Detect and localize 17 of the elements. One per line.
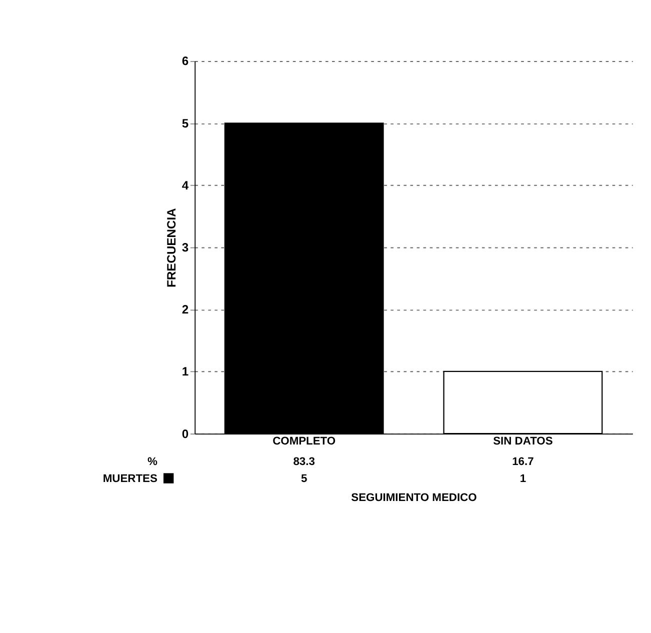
y-tick-label: 2 — [182, 302, 189, 317]
y-tick-label: 4 — [182, 178, 189, 192]
text: 16.7 — [512, 456, 534, 468]
x-tick-label: COMPLETO — [272, 435, 336, 448]
y-tick-label: 5 — [182, 116, 189, 130]
text: % — [147, 456, 158, 468]
data-label: 1 — [520, 473, 526, 485]
y-tick-label: 0 — [182, 426, 189, 441]
x-axis-title: SEGUIMIENTO MEDICO — [351, 492, 478, 504]
y-tick-label: 3 — [182, 240, 189, 254]
legend-label: MUERTES — [102, 473, 158, 485]
text: 83.3 — [293, 456, 315, 468]
y-tick-label: 6 — [182, 54, 189, 68]
data-label: 5 — [300, 473, 308, 485]
y-axis-title: FRECUENCIA — [164, 208, 178, 288]
x-tick-label: SIN DATOS — [493, 435, 553, 448]
y-tick-label: 1 — [182, 364, 189, 379]
